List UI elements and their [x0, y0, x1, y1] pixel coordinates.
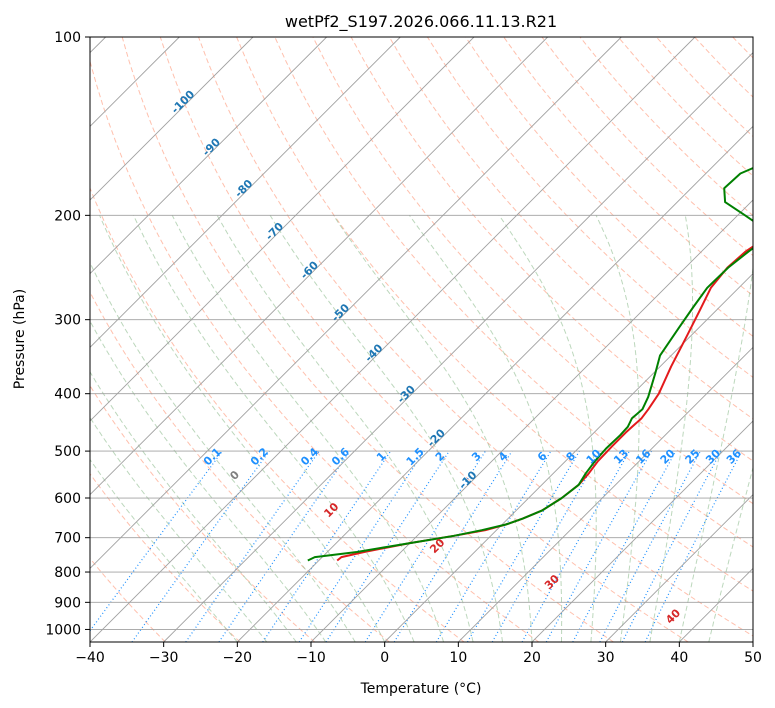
- dry-adiabat: [90, 557, 166, 642]
- mixing-ratio-line: [364, 450, 486, 642]
- mixing-ratio-line: [131, 450, 270, 642]
- x-tick-label: −30: [149, 650, 179, 666]
- plot-frame: [89, 36, 754, 643]
- isotherm: [90, 37, 327, 275]
- y-tick-label: 700: [54, 531, 81, 547]
- moist-adiabat: [678, 264, 753, 642]
- moist-adiabat: [408, 215, 563, 642]
- dry-adiabat: [90, 384, 316, 642]
- y-axis-title: Pressure (hPa): [12, 289, 28, 389]
- isotherm: [90, 37, 548, 496]
- isotherm: [90, 37, 475, 422]
- y-tick-label: 500: [54, 444, 81, 460]
- x-tick-label: 10: [449, 650, 467, 666]
- dry-adiabat: [121, 37, 614, 642]
- isotherm-lines: [90, 37, 753, 642]
- y-tick-label: 200: [54, 208, 81, 224]
- mixing-ratio-line: [435, 450, 552, 642]
- mixing-ratio-line: [644, 450, 743, 642]
- isotherm: [90, 37, 696, 642]
- isotherm: [163, 52, 753, 642]
- dry-adiabat: [236, 37, 753, 592]
- isotherm: [458, 346, 753, 642]
- isotherm: [90, 37, 401, 348]
- moist-adiabat: [649, 215, 694, 642]
- isotherm: [531, 420, 753, 642]
- moist-adiabat: [269, 215, 503, 642]
- x-axis-title: Temperature (°C): [360, 681, 482, 697]
- x-tick-label: 50: [744, 650, 762, 666]
- dry-adiabat: [90, 291, 390, 642]
- dry-adiabat: [90, 186, 465, 642]
- moist-adiabat: [133, 215, 415, 642]
- isotherm: [90, 37, 622, 569]
- x-tick-label: 40: [670, 650, 688, 666]
- x-tick-label: −10: [296, 650, 326, 666]
- mixing-ratio-line: [262, 450, 392, 642]
- moist-adiabat: [90, 416, 268, 642]
- isotherm: [237, 125, 753, 642]
- moist-adiabat: [595, 215, 640, 642]
- moist-adiabat: [90, 261, 356, 642]
- moist-adiabat: [498, 215, 597, 642]
- mixing-ratio-line: [572, 450, 677, 642]
- y-tick-label: 1000: [45, 622, 81, 638]
- background-lines: [90, 37, 753, 642]
- mixing-ratio-line: [218, 450, 351, 642]
- axes: −40 −30 −20 −10 0 10 20 30 40 50 1000 900 800 700 600 5…: [45, 30, 762, 666]
- x-tick-label: −40: [75, 650, 105, 666]
- moist-adiabat: [99, 215, 386, 642]
- dry-adiabat: [274, 37, 753, 548]
- y-tick-label: 400: [54, 387, 81, 403]
- isotherm: [310, 199, 753, 642]
- x-tick-label: 20: [523, 650, 541, 666]
- x-tick-label: 30: [597, 650, 615, 666]
- y-tick-label: 900: [54, 595, 81, 611]
- moist-adiabat: [90, 458, 238, 642]
- dry-adiabat: [159, 37, 689, 642]
- dry-adiabat: [90, 59, 540, 642]
- y-tick-label: 600: [54, 491, 81, 507]
- dry-adiabat: [426, 37, 753, 378]
- moist-adiabat: [171, 215, 445, 642]
- mixing-ratio-line: [621, 450, 722, 642]
- y-tick-label: 300: [54, 313, 81, 329]
- moist-adiabat: [90, 370, 297, 642]
- x-tick-label: 0: [380, 650, 389, 666]
- mixing-ratio-line: [298, 450, 425, 642]
- y-tick-label: 800: [54, 565, 81, 581]
- chart-title: wetPf2_S197.2026.066.11.13.R21: [285, 12, 557, 32]
- isotherm: [605, 494, 753, 642]
- mixing-ratio-line: [393, 450, 513, 642]
- mixing-ratio-line: [185, 450, 320, 642]
- pressure-grid-lines: [90, 37, 753, 630]
- mixing-ratio-line: [599, 450, 702, 642]
- dewpoint-series: [307, 166, 753, 562]
- dry-adiabat: [90, 472, 241, 642]
- dry-adiabat: [350, 37, 753, 462]
- sounding-series: [307, 166, 753, 562]
- dry-adiabat: [198, 37, 753, 637]
- moist-adiabat: [90, 320, 327, 642]
- moist-adiabat: [708, 465, 753, 642]
- isotherm: [384, 273, 753, 642]
- dry-adiabat: [503, 37, 753, 297]
- mixing-ratio-line: [325, 450, 450, 642]
- isotherm: [90, 37, 254, 201]
- y-tick-label: 100: [54, 30, 81, 46]
- mixing-ratio-line: [545, 450, 653, 642]
- x-tick-label: −20: [223, 650, 253, 666]
